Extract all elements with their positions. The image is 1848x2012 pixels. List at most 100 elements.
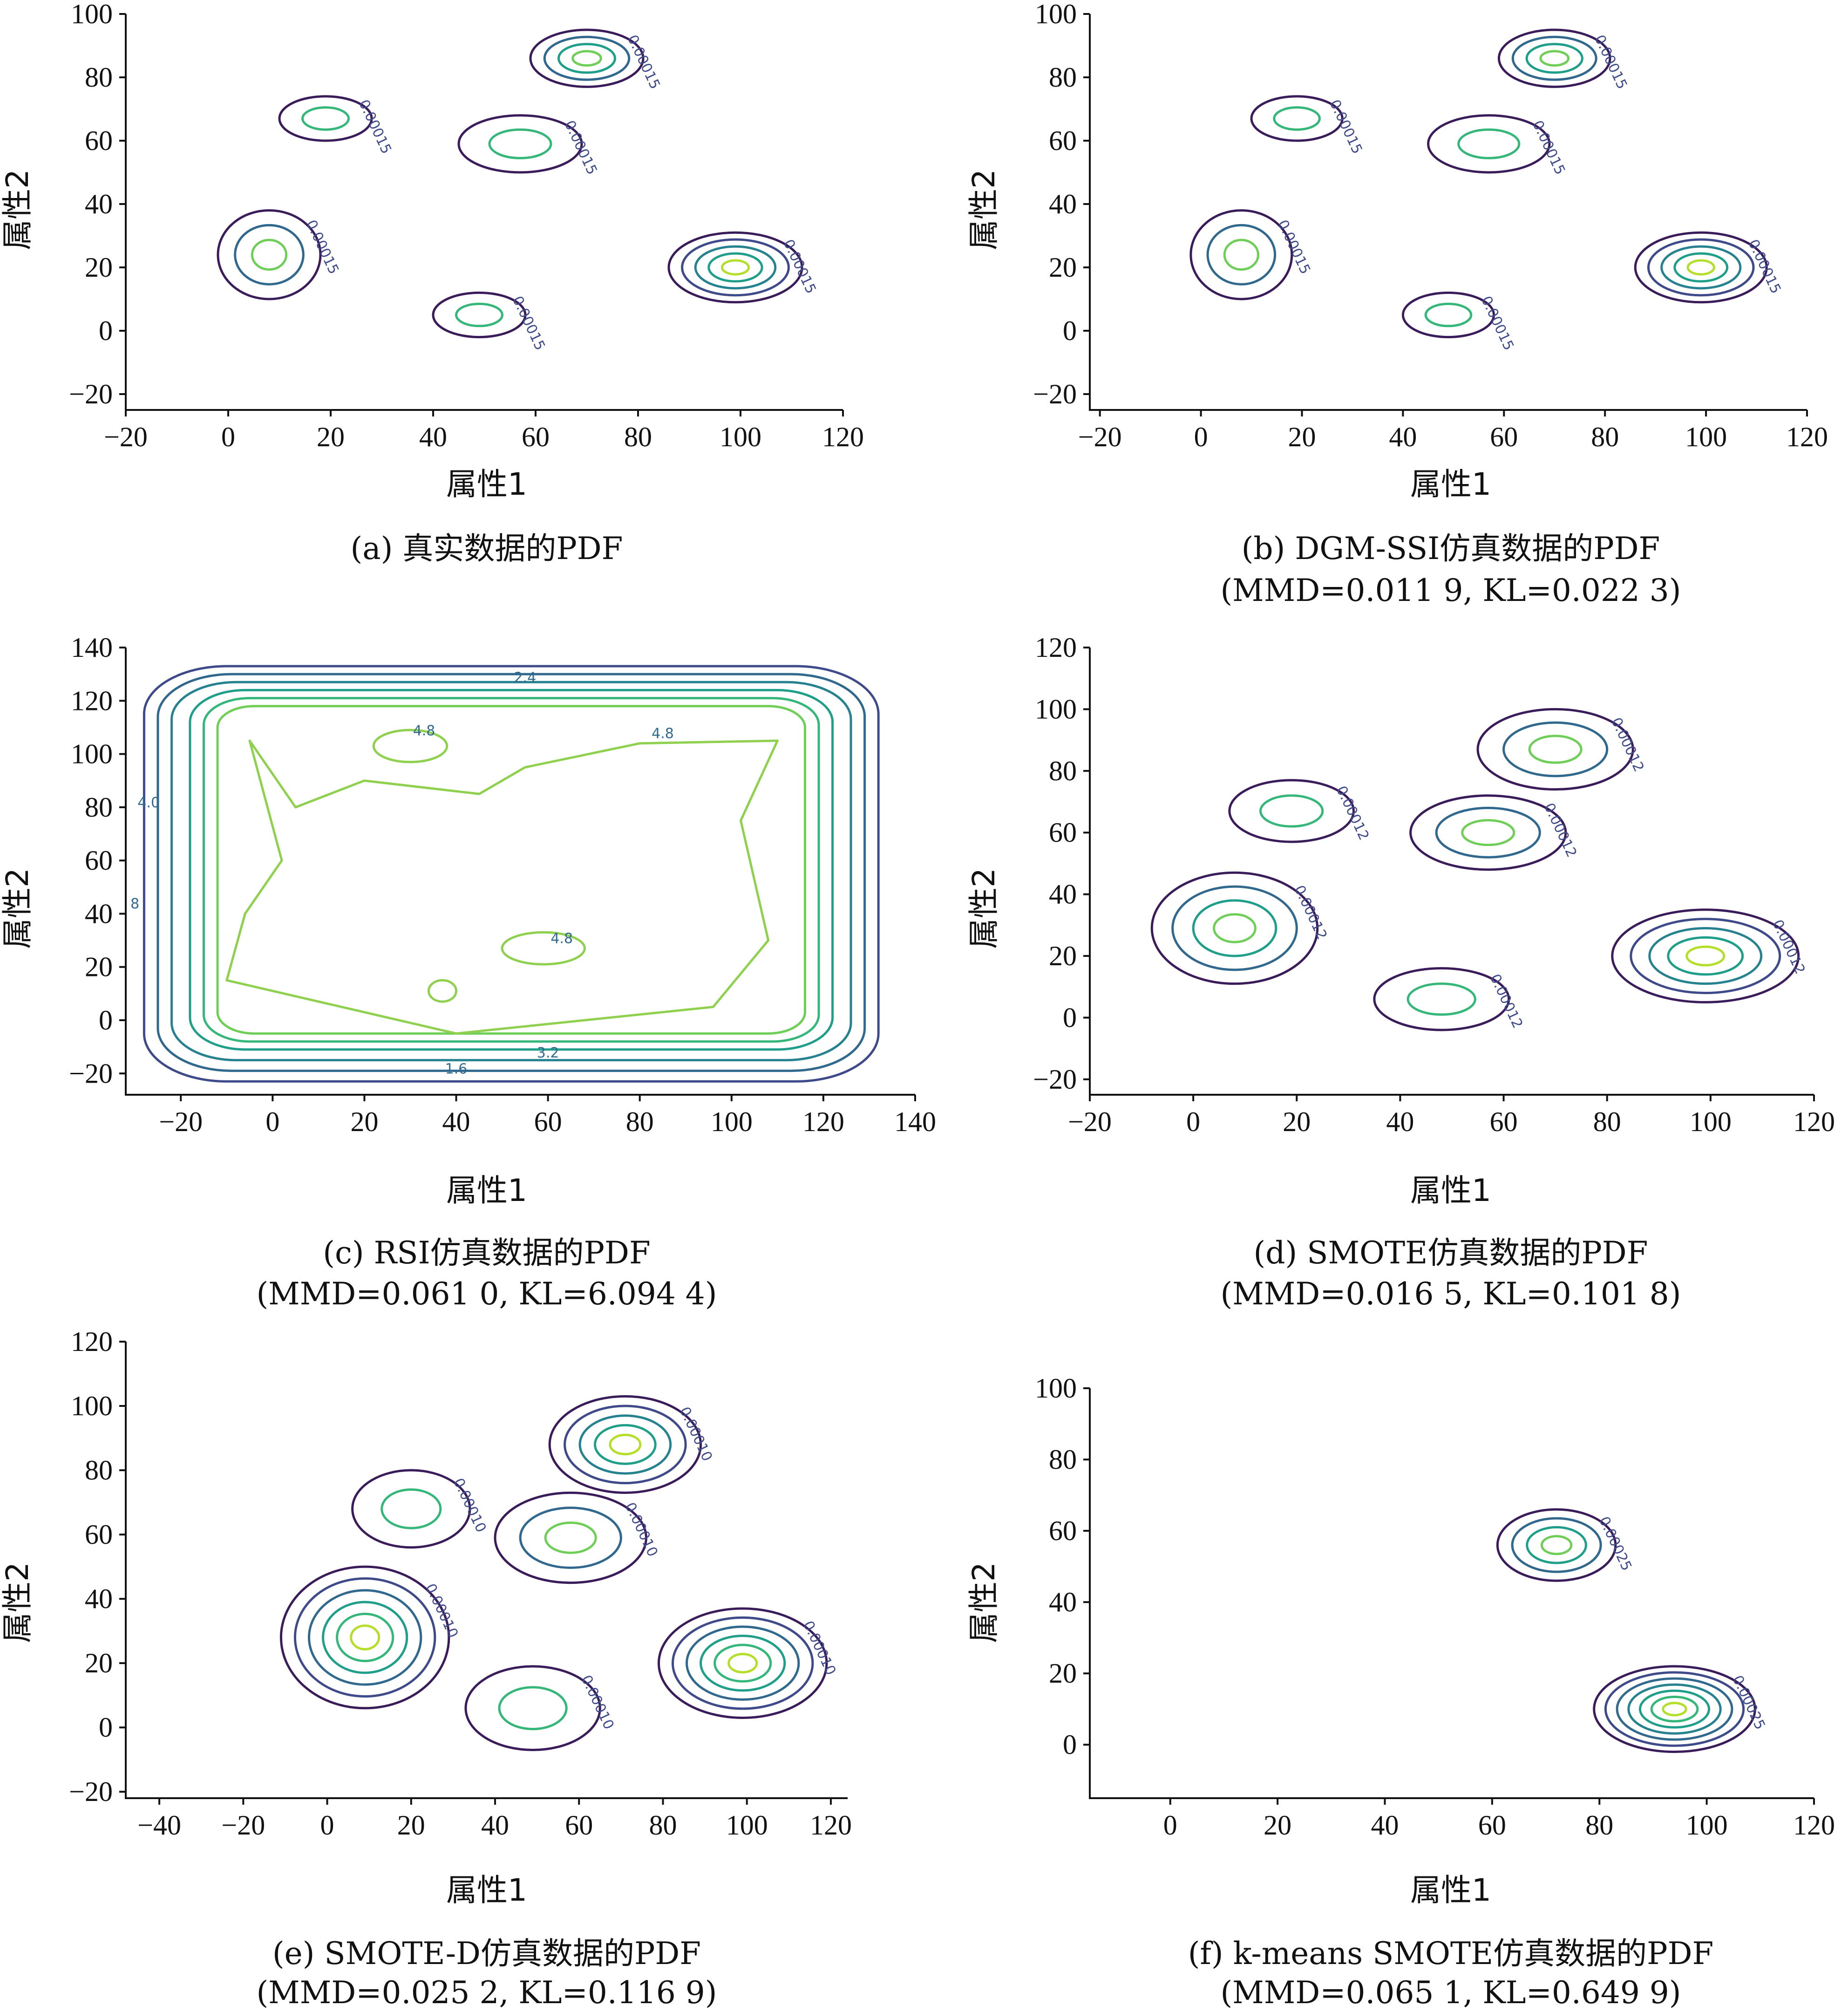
x-tick-label: 80 <box>1585 1810 1613 1841</box>
ylabel-e: 属性2 <box>0 1562 35 1643</box>
x-tick-label: 100 <box>726 1810 768 1841</box>
y-tick-label: 80 <box>1049 756 1077 786</box>
contour-line <box>1593 1665 1756 1753</box>
contour-line <box>216 705 806 1035</box>
axes-d <box>1089 648 1814 1096</box>
y-tick-label: 80 <box>1049 1444 1077 1475</box>
ylabel-f: 属性2 <box>966 1562 1002 1643</box>
contour-line <box>308 1589 422 1686</box>
contour-line <box>156 673 866 1072</box>
contour-line <box>464 1665 601 1751</box>
contour-line <box>279 1565 450 1710</box>
contour-line <box>1406 982 1476 1016</box>
contour-line <box>548 1395 702 1494</box>
x-tick-label: 100 <box>1690 1106 1732 1137</box>
axes-e <box>125 1342 848 1799</box>
contour-line <box>1409 794 1567 871</box>
contour-line <box>557 43 616 74</box>
contour-line <box>488 128 552 159</box>
x-tick-label: 20 <box>317 422 345 452</box>
xlabel-a: 属性1 <box>446 466 527 502</box>
y-tick-label: 60 <box>85 125 113 156</box>
contour-line <box>1604 1671 1745 1747</box>
plot-area-c: −20 0 20 40 60 80 100 120 140 −20 0 20 40 60 80 100 120 1… <box>69 632 936 1137</box>
contour-line <box>1250 95 1344 142</box>
y-tick-label: 60 <box>1049 1515 1077 1546</box>
contour-label: 0.00015 <box>780 237 819 296</box>
contour-label: 0.00025 <box>1729 1673 1768 1732</box>
metrics-d: (MMD=0.016 5, KL=0.101 8) <box>1220 1276 1681 1312</box>
y-tick-label: −20 <box>1033 1064 1077 1095</box>
x-tick-label: 60 <box>522 422 550 452</box>
contour-line <box>1457 128 1521 159</box>
metrics-f: (MMD=0.065 1, KL=0.649 9) <box>1220 1975 1681 2011</box>
contour-line <box>1634 231 1768 304</box>
contour-line <box>529 28 645 88</box>
x-tick-label: 120 <box>1786 422 1828 452</box>
x-tick-label: 120 <box>822 422 864 452</box>
axes-a <box>125 14 843 411</box>
contour-line <box>609 1433 642 1456</box>
x-tick-label: 100 <box>711 1106 753 1137</box>
contour-line <box>667 231 803 304</box>
contour-label: 2.4 <box>514 669 536 686</box>
y-tick-label: 0 <box>99 315 113 346</box>
y-tick-label: 20 <box>1049 1658 1077 1689</box>
contour-line <box>170 681 852 1062</box>
y-tick-label: 120 <box>1035 632 1077 663</box>
x-tick-label: 60 <box>1490 422 1518 452</box>
contour-line <box>1189 209 1293 300</box>
x-tick-label: −20 <box>159 1106 203 1137</box>
x-tick-label: 0 <box>1163 1810 1177 1841</box>
contour-label: 0.00015 <box>1274 218 1313 277</box>
y-tick-label: 80 <box>85 1455 113 1486</box>
contour-label: 0.00015 <box>1591 33 1630 92</box>
y-tick-label: 20 <box>85 1648 113 1678</box>
contour-line <box>1616 1677 1733 1741</box>
contour-line <box>301 106 350 131</box>
contour-label: 0.00012 <box>1541 801 1580 860</box>
caption-d: (d) SMOTE仿真数据的PDF <box>1254 1235 1648 1271</box>
y-tick-label: 100 <box>71 739 113 770</box>
contour-line <box>1502 721 1609 778</box>
x-tick-label: 60 <box>565 1810 593 1841</box>
x-tick-label: 80 <box>626 1106 654 1137</box>
contour-line <box>1630 918 1781 995</box>
y-tick-label: 40 <box>85 189 113 219</box>
contour-label: 0.00015 <box>355 97 394 157</box>
y-tick-label: 0 <box>99 1712 113 1743</box>
contour-line <box>594 1424 657 1465</box>
contour-line <box>1476 708 1634 791</box>
y-tick-label: 60 <box>85 845 113 876</box>
contour-line <box>457 114 583 174</box>
y-tick-label: 20 <box>85 952 113 982</box>
contour-line <box>251 239 288 271</box>
contour-line <box>1638 1689 1711 1729</box>
caption-e: (e) SMOTE-D仿真数据的PDF <box>272 1936 701 1971</box>
y-tick-label: 80 <box>85 792 113 823</box>
contour-line <box>1662 1702 1687 1717</box>
x-tick-label: 60 <box>1478 1810 1506 1841</box>
y-tick-label: 100 <box>1035 0 1077 29</box>
x-tick-label: 20 <box>1288 422 1316 452</box>
contour-line <box>1627 1683 1722 1735</box>
contour-line <box>1650 1695 1699 1723</box>
contour-line <box>1273 106 1321 131</box>
contour-label: 0.00015 <box>624 33 663 92</box>
x-tick-label: 140 <box>894 1106 936 1137</box>
plot-area-f: 0 20 40 60 80 100 1200204060801000.000250.0002… <box>1035 1373 1835 1841</box>
y-tick-label: 20 <box>1049 252 1077 283</box>
caption-b: (b) DGM-SSI仿真数据的PDF <box>1242 531 1660 566</box>
y-tick-label: 20 <box>1049 941 1077 971</box>
y-tick-label: 100 <box>71 1391 113 1421</box>
contour-line <box>234 224 305 286</box>
y-tick-label: 20 <box>85 252 113 283</box>
ylabel-b: 属性2 <box>966 169 1002 250</box>
y-tick-label: 0 <box>1063 1729 1077 1760</box>
x-tick-label: 80 <box>1593 1106 1621 1137</box>
contour-line <box>1228 779 1355 843</box>
y-tick-label: 40 <box>1049 1587 1077 1617</box>
contour-label: 0.00010 <box>800 1618 839 1678</box>
x-tick-label: 120 <box>1793 1810 1835 1841</box>
